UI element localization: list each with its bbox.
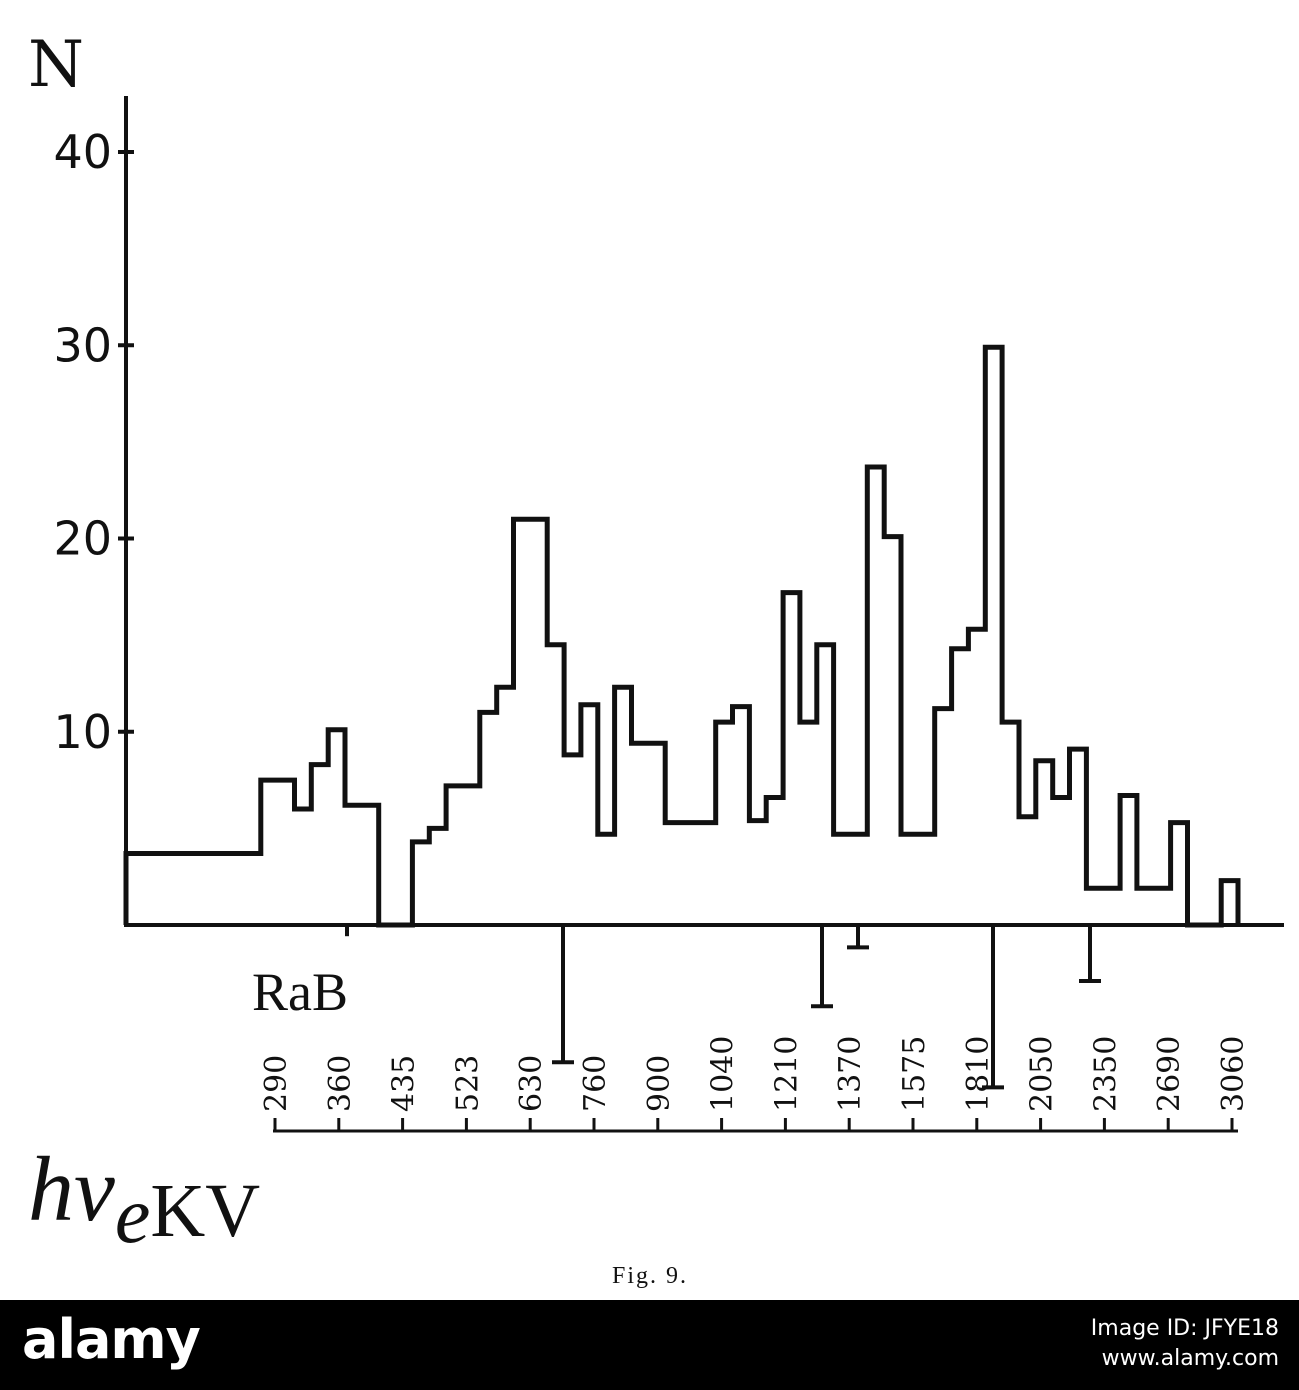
rab-marker-label: RaB	[252, 962, 348, 1022]
stock-footer: alamy Image ID: JFYE18 www.alamy.com	[0, 1300, 1299, 1390]
energy-tick-label-760: 760	[578, 1055, 613, 1112]
y-axis-label: N	[28, 28, 84, 102]
y-tick-labels: 10 20 30 40	[53, 125, 112, 759]
x-axis-label: hveKV	[28, 1138, 260, 1260]
energy-tick-label-435: 435	[387, 1055, 422, 1112]
energy-tick-label-1575: 1575	[897, 1036, 932, 1112]
x-axis-label-unit: KV	[150, 1169, 260, 1253]
energy-tick-label-3060: 3060	[1216, 1036, 1251, 1112]
y-tick-label-20: 20	[53, 512, 112, 566]
x-tick-labels: 290 360 435 523 630 760 900 1040 1210 1370 1575 181…	[259, 1036, 1251, 1112]
energy-scale	[273, 1118, 1238, 1133]
histogram-steps	[123, 344, 1241, 928]
energy-tick-label-2350: 2350	[1088, 1036, 1123, 1112]
y-axis	[118, 96, 134, 926]
y-tick-label-10: 10	[53, 705, 112, 759]
energy-tick-label-1210: 1210	[769, 1036, 804, 1112]
energy-tick-label-2690: 2690	[1152, 1036, 1187, 1112]
figure-caption: Fig. 9.	[612, 1263, 688, 1289]
energy-tick-label-523: 523	[450, 1055, 485, 1112]
y-tick-label-40: 40	[53, 125, 112, 179]
image-url: www.alamy.com	[1101, 1346, 1279, 1371]
energy-tick-label-290: 290	[259, 1055, 294, 1112]
y-tick-label-30: 30	[53, 318, 112, 372]
image-reference: Image ID: JFYE18 www.alamy.com	[1091, 1314, 1279, 1374]
energy-tick-label-1370: 1370	[833, 1036, 868, 1112]
energy-tick-label-1810: 1810	[961, 1036, 996, 1112]
x-axis-label-subscript: e	[115, 1172, 151, 1260]
x-axis-label-main: hv	[28, 1138, 115, 1240]
alamy-logo: alamy	[22, 1308, 201, 1371]
energy-tick-label-360: 360	[323, 1055, 358, 1112]
energy-tick-label-1040: 1040	[706, 1036, 741, 1112]
energy-tick-label-2050: 2050	[1025, 1036, 1060, 1112]
histogram-chart: 10 20 30 40 290 360 435 523 630 760 900 1040 1210 13…	[28, 28, 1284, 1289]
image-id: Image ID: JFYE18	[1090, 1316, 1279, 1341]
figure: 10 20 30 40 290 360 435 523 630 760 900 1040 1210 13…	[28, 28, 1284, 1289]
energy-tick-label-900: 900	[642, 1055, 677, 1112]
markers	[345, 925, 1101, 1090]
energy-tick-label-630: 630	[514, 1055, 549, 1112]
